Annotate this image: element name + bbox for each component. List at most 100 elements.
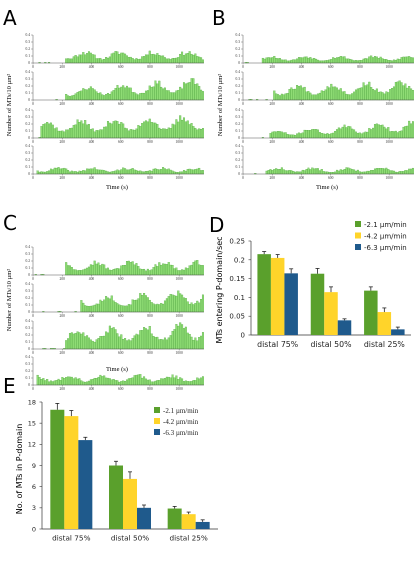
trace-bar: [391, 88, 394, 101]
trace-bar: [173, 268, 176, 276]
x-tick-label: 600: [328, 176, 334, 180]
trace-bar: [169, 335, 172, 350]
trace-bar: [146, 90, 149, 101]
trace-bar: [184, 53, 187, 64]
trace-bar: [192, 78, 195, 101]
trace-panel-c: 00.10.20.30.40 200 400 600 800 100000.10.20.3…: [26, 245, 204, 391]
trace-bar: [200, 377, 203, 386]
trace-bar: [343, 91, 346, 101]
trace-bar: [129, 168, 132, 175]
trace-bar: [106, 57, 109, 64]
trace-bar: [162, 167, 165, 175]
x-tick-label: 0: [242, 176, 244, 180]
trace-bar: [328, 134, 331, 139]
bar: [78, 440, 93, 529]
trace-bar: [339, 56, 342, 64]
trace-bar: [95, 169, 98, 175]
legend-label: -2.1 µm/min: [163, 407, 199, 415]
trace-bar: [93, 54, 96, 64]
trace-bar: [160, 264, 163, 276]
x-tick-label: 200: [270, 140, 276, 144]
trace-bar: [288, 89, 291, 101]
trace-bar: [76, 378, 79, 386]
trace-bar: [141, 295, 144, 313]
trace-bar: [86, 305, 89, 313]
trace-bar: [320, 169, 323, 175]
trace-bar: [110, 91, 113, 101]
trace-bar: [387, 59, 390, 64]
trace-bar: [162, 339, 165, 350]
trace-bar: [410, 168, 413, 175]
trace-bar: [112, 327, 115, 350]
y-tick-label: 0.2: [26, 122, 31, 126]
trace-bar: [135, 299, 138, 313]
trace-bar: [182, 381, 185, 386]
trace-bar: [160, 128, 163, 139]
trace-bar: [125, 128, 128, 139]
trace-bar: [154, 264, 157, 276]
trace-bar: [370, 129, 373, 139]
trace-bar: [103, 299, 106, 313]
trace-bar: [296, 85, 299, 101]
trace-bar: [53, 380, 56, 386]
trace-bar: [387, 127, 390, 139]
trace-bar: [343, 168, 346, 175]
trace-bar: [343, 56, 346, 64]
trace-bar: [169, 169, 172, 175]
trace-bar: [124, 127, 127, 139]
trace-bar: [162, 263, 165, 276]
x-tick-label: 800: [147, 277, 153, 281]
category-label: distal 25%: [364, 340, 405, 349]
trace-bar: [44, 380, 47, 386]
y-tick-label: 0.2: [26, 369, 31, 373]
trace-bar: [99, 336, 102, 350]
trace-bar: [139, 268, 142, 276]
trace-bar: [144, 378, 147, 386]
trace-bar: [271, 131, 274, 139]
x-tick-label: 1000: [386, 65, 393, 69]
trace-bar: [360, 60, 363, 64]
trace-bar: [366, 131, 369, 139]
trace-bar: [89, 379, 92, 386]
x-tick-label: 600: [118, 102, 124, 106]
trace-bar: [110, 295, 113, 313]
trace-bar: [335, 57, 338, 64]
trace-bar: [93, 341, 96, 350]
trace-bar: [163, 128, 166, 139]
x-tick-label: 400: [299, 65, 305, 69]
trace-bar: [175, 171, 178, 175]
trace-bar: [131, 168, 134, 175]
trace-bar: [196, 377, 199, 386]
trace-bar: [46, 171, 49, 175]
y-tick-label: 0.4: [236, 144, 241, 148]
trace-bar: [112, 121, 115, 139]
trace-bar: [93, 167, 96, 175]
trace-bar: [133, 264, 136, 276]
trace-bar: [141, 56, 144, 64]
trace-bar: [194, 260, 197, 276]
x-tick-label: 600: [118, 277, 124, 281]
x-tick-label: 800: [147, 314, 153, 318]
trace-bar: [82, 123, 85, 139]
trace-bar: [406, 56, 409, 64]
trace-bar: [379, 168, 382, 175]
y-tick-label: 0.4: [26, 33, 31, 37]
trace-bar: [356, 60, 359, 64]
trace-bar: [133, 300, 136, 313]
trace-bar: [135, 58, 138, 64]
trace-bar: [143, 171, 146, 175]
trace-bar: [74, 377, 77, 386]
trace-bar: [396, 172, 399, 175]
trace-bar: [87, 88, 90, 101]
trace-bar: [158, 380, 161, 386]
trace-bar: [160, 303, 163, 313]
trace-bar: [186, 169, 189, 175]
trace-bar: [42, 171, 45, 175]
trace-bar: [86, 53, 89, 64]
trace-bar: [70, 332, 73, 350]
trace-bar: [334, 58, 337, 64]
trace-bar: [196, 300, 199, 313]
x-tick-label: 1000: [176, 140, 183, 144]
trace-bar: [373, 124, 376, 139]
